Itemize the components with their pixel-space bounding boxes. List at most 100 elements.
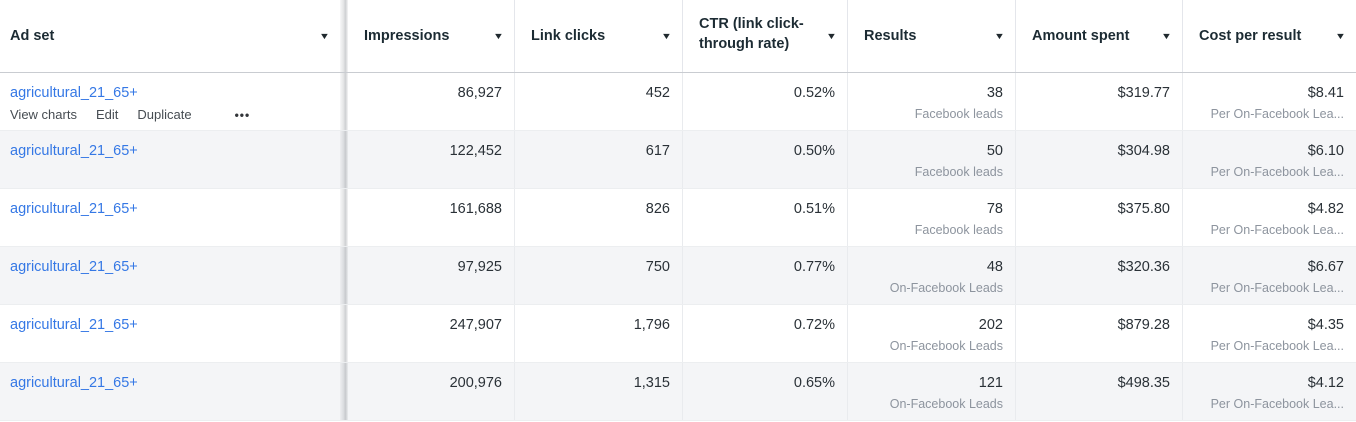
column-header-results[interactable]: Results ▼: [848, 0, 1016, 72]
results-cell: 38 Facebook leads: [848, 73, 1016, 130]
results-value: 78: [986, 201, 1003, 217]
frozen-column-divider: [340, 131, 348, 188]
column-header-impressions[interactable]: Impressions ▼: [348, 0, 515, 72]
link_clicks-value: 750: [645, 259, 670, 275]
ctr-cell: 0.72%: [683, 305, 848, 362]
results-value: 38: [986, 85, 1003, 101]
impressions-value: 200,976: [449, 375, 502, 391]
column-header-link_clicks[interactable]: Link clicks ▼: [515, 0, 683, 72]
cost_per_result-sublabel: Per On-Facebook Lea...: [1210, 165, 1344, 179]
link_clicks-cell: 617: [515, 131, 683, 188]
link_clicks-value: 617: [645, 143, 670, 159]
results-cell: 48 On-Facebook Leads: [848, 247, 1016, 304]
amount_spent-value: $304.98: [1117, 143, 1170, 159]
amount_spent-cell: $320.36: [1016, 247, 1183, 304]
impressions-cell: 247,907: [348, 305, 515, 362]
ctr-value: 0.52%: [793, 85, 835, 101]
amount_spent-cell: $304.98: [1016, 131, 1183, 188]
amount_spent-cell: $498.35: [1016, 363, 1183, 420]
impressions-value: 86,927: [457, 85, 502, 101]
sort-chevron-down-icon: ▼: [993, 30, 1006, 41]
results-cell: 121 On-Facebook Leads: [848, 363, 1016, 420]
frozen-column-divider: [340, 73, 348, 130]
amount_spent-value: $320.36: [1117, 259, 1170, 275]
table-row: agricultural_21_65+ 247,907 1,796 0.72% 202 O…: [0, 305, 1356, 363]
results-sublabel: On-Facebook Leads: [889, 339, 1003, 353]
column-header-ad_set[interactable]: Ad set ▼: [0, 0, 340, 72]
results-cell: 78 Facebook leads: [848, 189, 1016, 246]
impressions-cell: 161,688: [348, 189, 515, 246]
link_clicks-cell: 750: [515, 247, 683, 304]
ad-set-cell: agricultural_21_65+: [0, 363, 340, 420]
ad-set-link[interactable]: agricultural_21_65+: [10, 85, 138, 101]
cost_per_result-value: $6.10: [1307, 143, 1344, 159]
results-sublabel: Facebook leads: [914, 165, 1003, 179]
link_clicks-cell: 826: [515, 189, 683, 246]
column-header-label: Impressions: [364, 27, 450, 44]
cost_per_result-cell: $4.35 Per On-Facebook Lea...: [1183, 305, 1356, 362]
cost_per_result-cell: $8.41 Per On-Facebook Lea...: [1183, 73, 1356, 130]
amount_spent-cell: $879.28: [1016, 305, 1183, 362]
amount_spent-value: $498.35: [1117, 375, 1170, 391]
results-value: 202: [978, 317, 1003, 333]
results-sublabel: Facebook leads: [914, 223, 1003, 237]
results-sublabel: On-Facebook Leads: [889, 397, 1003, 411]
row-action-1[interactable]: Edit: [95, 107, 119, 122]
table-row: agricultural_21_65+ 97,925 750 0.77% 48 On-Fa…: [0, 247, 1356, 305]
more-options-icon[interactable]: •••: [234, 107, 251, 122]
cost_per_result-sublabel: Per On-Facebook Lea...: [1210, 223, 1344, 237]
amount_spent-value: $319.77: [1117, 85, 1170, 101]
row-action-0[interactable]: View charts: [10, 107, 77, 122]
sort-chevron-down-icon: ▼: [825, 30, 838, 41]
frozen-column-divider: [340, 247, 348, 304]
impressions-cell: 86,927: [348, 73, 515, 130]
row-hover-actions: View charts Edit Duplicate •••: [10, 107, 328, 122]
results-cell: 202 On-Facebook Leads: [848, 305, 1016, 362]
cost_per_result-value: $8.41: [1307, 85, 1344, 101]
results-value: 50: [986, 143, 1003, 159]
row-action-2[interactable]: Duplicate: [137, 107, 192, 122]
ad-set-link[interactable]: agricultural_21_65+: [10, 143, 138, 159]
impressions-value: 122,452: [449, 143, 502, 159]
link_clicks-value: 826: [645, 201, 670, 217]
ad-set-link[interactable]: agricultural_21_65+: [10, 317, 138, 333]
link_clicks-value: 452: [645, 85, 670, 101]
cost_per_result-cell: $6.10 Per On-Facebook Lea...: [1183, 131, 1356, 188]
link_clicks-cell: 452: [515, 73, 683, 130]
ctr-value: 0.72%: [793, 317, 835, 333]
impressions-cell: 122,452: [348, 131, 515, 188]
cost_per_result-cell: $6.67 Per On-Facebook Lea...: [1183, 247, 1356, 304]
impressions-value: 247,907: [449, 317, 502, 333]
column-header-cost_per_result[interactable]: Cost per result ▼: [1183, 0, 1356, 72]
sort-chevron-down-icon: ▼: [492, 30, 505, 41]
column-header-ctr[interactable]: CTR (link click-through rate) ▼: [683, 0, 848, 72]
link_clicks-cell: 1,796: [515, 305, 683, 362]
column-header-amount_spent[interactable]: Amount spent ▼: [1016, 0, 1183, 72]
results-value: 48: [986, 259, 1003, 275]
ad-set-link[interactable]: agricultural_21_65+: [10, 375, 138, 391]
link_clicks-cell: 1,315: [515, 363, 683, 420]
ad-set-link[interactable]: agricultural_21_65+: [10, 201, 138, 217]
column-header-label: Link clicks: [531, 27, 606, 44]
ad-set-cell: agricultural_21_65+: [0, 131, 340, 188]
ad-set-cell: agricultural_21_65+: [0, 247, 340, 304]
ctr-value: 0.77%: [793, 259, 835, 275]
table-row: agricultural_21_65+ View charts Edit Duplic…: [0, 73, 1356, 131]
table-body: agricultural_21_65+ View charts Edit Duplic…: [0, 73, 1356, 421]
ctr-cell: 0.65%: [683, 363, 848, 420]
cost_per_result-sublabel: Per On-Facebook Lea...: [1210, 107, 1344, 121]
ctr-cell: 0.51%: [683, 189, 848, 246]
sort-chevron-down-icon: ▼: [1160, 30, 1173, 41]
cost_per_result-sublabel: Per On-Facebook Lea...: [1210, 281, 1344, 295]
frozen-column-divider: [340, 0, 348, 72]
sort-chevron-down-icon: ▼: [1334, 30, 1347, 41]
cost_per_result-value: $6.67: [1307, 259, 1344, 275]
ad-set-cell: agricultural_21_65+ View charts Edit Duplic…: [0, 73, 340, 130]
impressions-value: 97,925: [457, 259, 502, 275]
amount_spent-value: $879.28: [1117, 317, 1170, 333]
ad-set-link[interactable]: agricultural_21_65+: [10, 259, 138, 275]
ctr-cell: 0.77%: [683, 247, 848, 304]
results-value: 121: [978, 375, 1003, 391]
table-row: agricultural_21_65+ 161,688 826 0.51% 78 Face…: [0, 189, 1356, 247]
ad-set-cell: agricultural_21_65+: [0, 189, 340, 246]
